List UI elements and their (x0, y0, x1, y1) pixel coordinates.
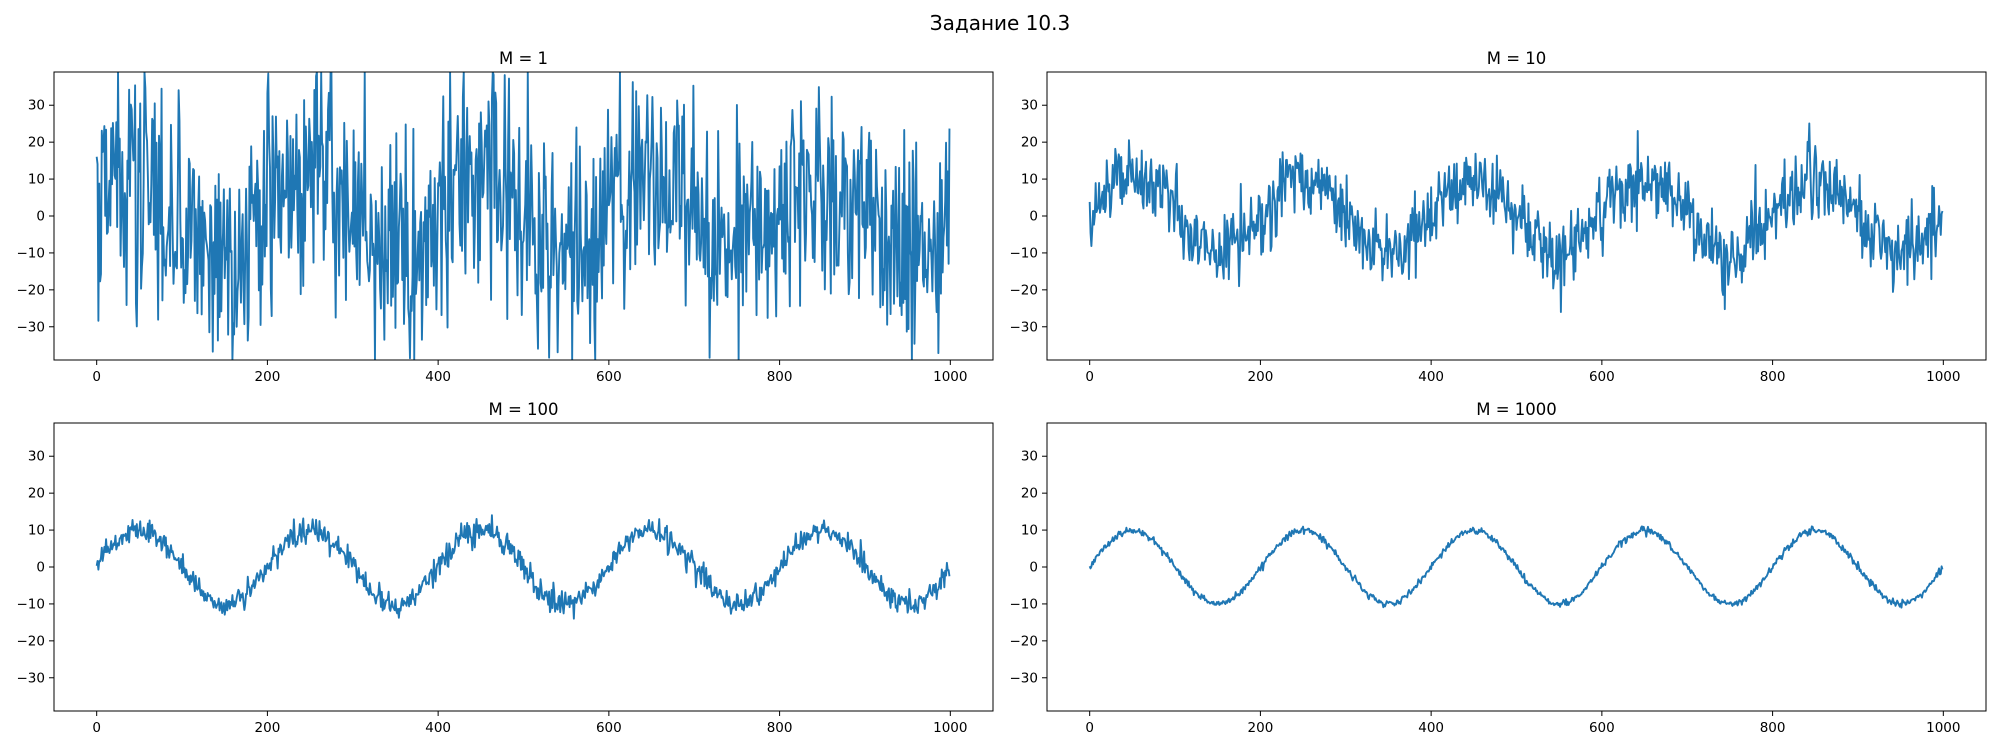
subplot-3-xtick-label-1000: 1000 (933, 720, 967, 736)
subplot-3-ytick-label-30: 30 (28, 449, 45, 465)
subplot-4-ytick-label-20: 20 (1021, 486, 1038, 502)
subplot-1-ytick-label-10: 10 (28, 172, 45, 188)
subplot-2-xtick-label-0: 0 (1085, 369, 1094, 385)
subplot-2-title: M = 10 (1487, 49, 1547, 68)
subplot-3-xtick-label-600: 600 (596, 720, 622, 736)
subplot-2-ytick-label--20: −20 (1010, 282, 1039, 298)
subplot-1-xtick-label-800: 800 (767, 369, 793, 385)
subplot-2-xtick-label-400: 400 (1418, 369, 1444, 385)
subplot-4-xtick-label-0: 0 (1085, 720, 1094, 736)
subplot-4-xtick-label-200: 200 (1248, 720, 1274, 736)
subplot-1-ytick-label--30: −30 (17, 319, 46, 335)
subplot-2-ytick-label-20: 20 (1021, 135, 1038, 151)
subplot-3-ytick-label--30: −30 (17, 670, 46, 686)
subplot-1-xtick-label-200: 200 (255, 369, 281, 385)
subplot-4-ytick-label--30: −30 (1010, 670, 1039, 686)
subplot-1-title: M = 1 (499, 49, 548, 68)
subplot-3-ytick-label-20: 20 (28, 486, 45, 502)
subplot-2-xtick-label-1000: 1000 (1926, 369, 1960, 385)
subplot-2-ytick-label--30: −30 (1010, 319, 1039, 335)
subplot-3-xtick-label-800: 800 (767, 720, 793, 736)
subplot-1-xtick-label-600: 600 (596, 369, 622, 385)
subplot-3-ytick-label--20: −20 (17, 633, 46, 649)
subplot-3-xtick-label-200: 200 (255, 720, 281, 736)
subplot-1-xtick-label-400: 400 (425, 369, 451, 385)
subplot-2-xtick-label-200: 200 (1248, 369, 1274, 385)
subplot-1-ytick-label-30: 30 (28, 98, 45, 114)
subplot-4-xtick-label-800: 800 (1760, 720, 1786, 736)
subplot-3-ytick-label-10: 10 (28, 523, 45, 539)
subplot-2-ytick-label--10: −10 (1010, 245, 1039, 261)
subplot-2-ytick-label-30: 30 (1021, 98, 1038, 114)
subplot-3-ytick-label-0: 0 (36, 560, 45, 576)
subplot-3-xtick-label-0: 0 (92, 720, 101, 736)
subplot-1-ytick-label--10: −10 (17, 245, 46, 261)
figure-title: Задание 10.3 (930, 11, 1070, 35)
subplot-4-xtick-label-1000: 1000 (1926, 720, 1960, 736)
subplot-1-ytick-label-20: 20 (28, 135, 45, 151)
subplot-1-xtick-label-1000: 1000 (933, 369, 967, 385)
subplot-3-xtick-label-400: 400 (425, 720, 451, 736)
subplot-4-xtick-label-400: 400 (1418, 720, 1444, 736)
subplot-3-ytick-label--10: −10 (17, 596, 46, 612)
subplot-4-ytick-label--10: −10 (1010, 596, 1039, 612)
subplot-4-ytick-label-30: 30 (1021, 449, 1038, 465)
subplot-4-ytick-label--20: −20 (1010, 633, 1039, 649)
subplot-1-ytick-label--20: −20 (17, 282, 46, 298)
subplot-1-ytick-label-0: 0 (36, 209, 45, 225)
subplot-3-title: M = 100 (488, 400, 558, 419)
subplot-2-xtick-label-800: 800 (1760, 369, 1786, 385)
subplot-2-ytick-label-10: 10 (1021, 172, 1038, 188)
subplot-4-ytick-label-0: 0 (1029, 560, 1038, 576)
subplot-4-xtick-label-600: 600 (1589, 720, 1615, 736)
subplot-4-title: M = 1000 (1476, 400, 1557, 419)
subplot-4-ytick-label-10: 10 (1021, 523, 1038, 539)
subplot-2-xtick-label-600: 600 (1589, 369, 1615, 385)
subplot-2-ytick-label-0: 0 (1029, 209, 1038, 225)
subplot-1-xtick-label-0: 0 (92, 369, 101, 385)
